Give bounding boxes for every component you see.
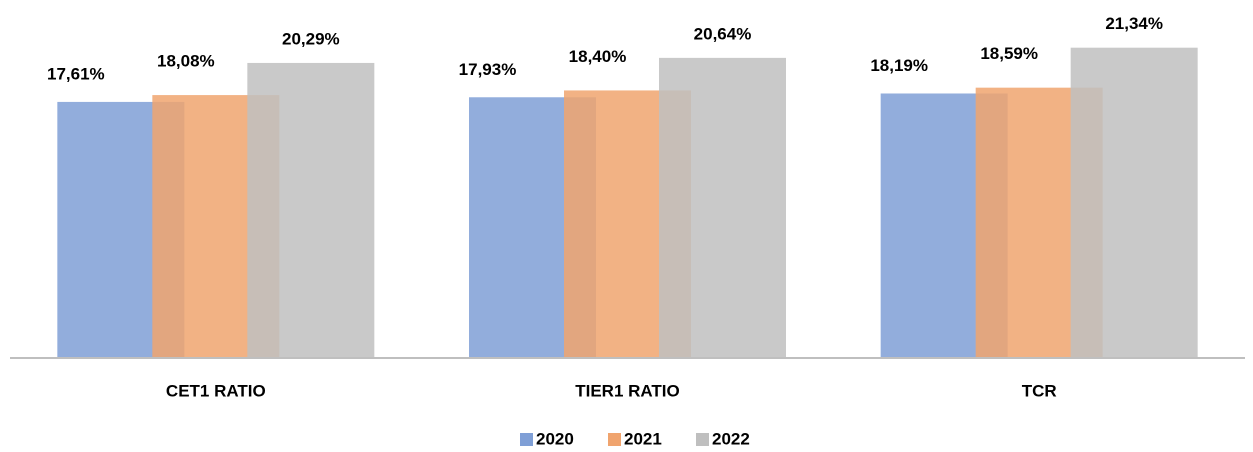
data-label: 18,08% — [157, 52, 215, 71]
data-label: 18,19% — [870, 56, 928, 75]
legend-label: 2020 — [536, 429, 574, 448]
bar — [247, 62, 375, 358]
data-label: 21,34% — [1105, 14, 1163, 33]
legend-swatch — [696, 433, 709, 446]
bar — [1070, 47, 1198, 358]
x-tick-label: TCR — [1022, 381, 1057, 400]
x-tick-label: CET1 RATIO — [166, 381, 266, 400]
data-label: 20,64% — [694, 24, 752, 43]
legend-swatch — [608, 433, 621, 446]
data-label: 20,29% — [282, 29, 340, 48]
data-label: 17,61% — [47, 64, 105, 83]
legend-swatch — [520, 433, 533, 446]
legend-label: 2021 — [624, 429, 662, 448]
x-tick-label: TIER1 RATIO — [575, 381, 680, 400]
data-label: 17,93% — [459, 60, 517, 79]
bar — [659, 57, 786, 359]
data-label: 18,40% — [569, 47, 627, 66]
legend-label: 2022 — [712, 429, 750, 448]
data-label: 18,59% — [980, 44, 1038, 63]
